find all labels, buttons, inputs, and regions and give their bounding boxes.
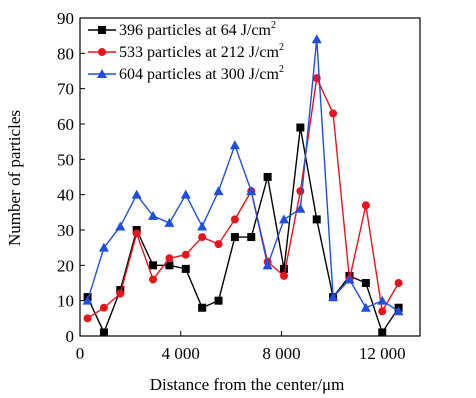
y-axis: 0 10 20 30 40 50 60 70 80 90 [57, 9, 85, 346]
series-3-point [229, 140, 240, 150]
x-tick-label: 12 000 [359, 344, 406, 363]
series-2-point [165, 254, 174, 263]
series-1-point [263, 173, 272, 181]
series-3-point [98, 242, 109, 252]
x-axis-title: Distance from the center/μm [150, 375, 345, 394]
series-2-point [83, 314, 92, 323]
y-tick-label: 10 [57, 292, 74, 311]
series-3-point [180, 189, 191, 199]
series-3-point [148, 210, 159, 220]
series-2-point [394, 279, 403, 287]
series-1-point [149, 261, 158, 270]
y-tick-label: 40 [57, 186, 74, 205]
series-layer [82, 34, 404, 337]
series-2-line [87, 75, 400, 319]
y-tick-label: 20 [57, 256, 74, 275]
x-tick-label: 4 000 [162, 344, 200, 363]
y-tick-label: 0 [66, 327, 75, 346]
series-3-point [393, 306, 404, 316]
series-3-point [262, 260, 273, 270]
y-tick-label: 80 [57, 44, 74, 63]
series-3-point [295, 203, 306, 213]
series-3-point [213, 186, 224, 196]
series-2-point [296, 187, 305, 196]
series-2-point [99, 303, 108, 312]
legend-item-1: 396 particles at 64 J/cm2 [88, 20, 276, 39]
series-3-point [164, 217, 175, 227]
series-2-point [132, 229, 141, 238]
series-3-point [279, 214, 289, 224]
series-2-point [198, 233, 207, 242]
series-2-point [329, 109, 338, 118]
series-1 [83, 123, 403, 337]
series-3-point [115, 221, 126, 231]
legend-label: 533 particles at 212 J/cm2 [119, 42, 284, 61]
series-1-point [296, 123, 305, 132]
series-1-point [230, 233, 239, 242]
series-3-point [377, 295, 388, 305]
series-3-point [131, 189, 142, 199]
series-1-point [165, 261, 174, 270]
y-axis-title: Number of particles [5, 110, 24, 246]
series-1-point [214, 296, 223, 305]
legend-marker [97, 69, 107, 78]
series-1-point [181, 264, 190, 273]
legend-marker [98, 26, 106, 34]
plot-border [79, 17, 421, 337]
y-tick-label: 70 [57, 80, 74, 99]
series-2-point [230, 215, 239, 224]
series-3-point [197, 221, 208, 231]
legend-label: 396 particles at 64 J/cm2 [119, 20, 276, 39]
series-1-point [312, 215, 321, 224]
series-1-point [280, 264, 288, 273]
legend-item-3: 604 particles at 300 J/cm2 [88, 64, 284, 83]
series-2 [83, 74, 403, 323]
series-3-point [82, 295, 93, 305]
x-tick-label: 8 000 [262, 344, 300, 363]
series-2-point [214, 240, 223, 249]
series-2-point [149, 275, 158, 284]
series-2-point [361, 201, 370, 210]
series-1-point [378, 328, 387, 337]
series-3-point [360, 302, 371, 312]
series-1-point [99, 328, 108, 337]
legend-marker [98, 48, 106, 56]
plot-frame [79, 17, 421, 337]
x-tick-label: 0 [76, 344, 85, 363]
legend-label: 604 particles at 300 J/cm2 [119, 64, 284, 83]
series-3 [82, 34, 404, 316]
series-1-point [247, 233, 256, 242]
legend-item-2: 533 particles at 212 J/cm2 [88, 42, 284, 61]
series-3-point [328, 292, 339, 302]
series-3-point [344, 274, 355, 284]
x-axis: 0 4 000 8 000 12 000 [76, 331, 406, 363]
y-tick-label: 30 [57, 221, 74, 240]
y-tick-label: 50 [57, 150, 74, 169]
series-2-point [280, 271, 288, 280]
y-tick-label: 60 [57, 115, 74, 134]
series-1-point [361, 279, 370, 287]
series-3-point [311, 34, 322, 44]
series-1-point [198, 303, 207, 312]
y-tick-label: 90 [57, 9, 74, 28]
series-2-point [378, 307, 387, 316]
series-3-point [246, 186, 257, 196]
legend: 396 particles at 64 J/cm2 533 particles a… [88, 20, 284, 83]
series-2-point [181, 250, 190, 259]
series-2-point [116, 289, 125, 298]
